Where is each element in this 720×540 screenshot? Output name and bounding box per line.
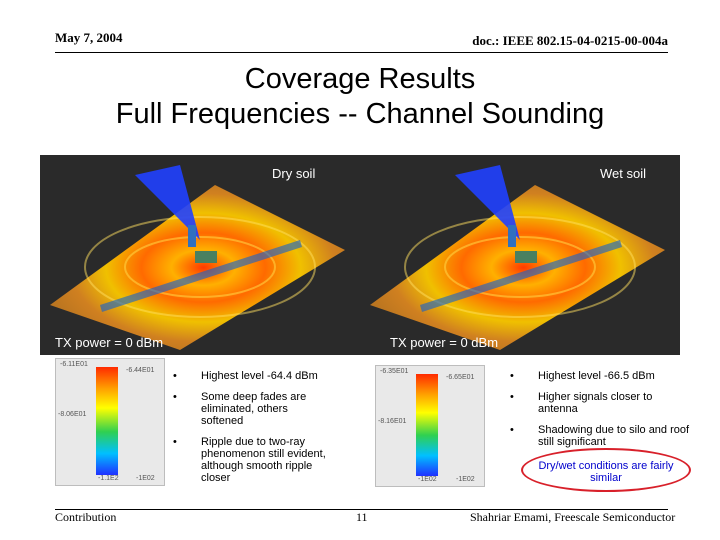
color-legend-right: -6.35E01 -6.65E01 -8.16E01 -1E02 -1E02	[375, 365, 485, 487]
legend-scale-bar	[416, 374, 438, 476]
coverage-panel: Dry soil Wet soil TX power = 0 dBm TX po…	[40, 155, 680, 355]
legend-tick: -6.35E01	[380, 368, 409, 375]
legend-tick: -6.44E01	[126, 367, 155, 374]
tx-power-left: TX power = 0 dBm	[55, 335, 164, 350]
wet-soil-coverage-map	[360, 155, 680, 355]
header-divider	[55, 52, 668, 53]
bullets-left: Highest level -64.4 dBm Some deep fades …	[173, 370, 333, 493]
bullet-item: Shadowing due to silo and roof still sig…	[510, 424, 690, 448]
legend-tick: -8.06E01	[58, 411, 87, 418]
legend-tick: -8.16E01	[378, 418, 407, 425]
conclusion-callout: Dry/wet conditions are fairly similar	[521, 448, 691, 492]
bullet-item: Ripple due to two-ray phenomenon still e…	[173, 436, 333, 484]
bullet-item: Higher signals closer to antenna	[510, 391, 690, 415]
legend-tick: -1.1E2	[98, 475, 119, 482]
legend-tick: -1E02	[456, 476, 475, 483]
color-legend-left: -6.11E01 -6.44E01 -8.06E01 -1.1E2 -1E02	[55, 358, 165, 486]
title-line-2: Full Frequencies -- Channel Sounding	[115, 98, 605, 130]
legend-tick: -6.65E01	[446, 374, 475, 381]
footer-divider	[55, 509, 668, 510]
tx-power-right: TX power = 0 dBm	[390, 335, 499, 350]
header-date: May 7, 2004	[55, 30, 123, 45]
dry-soil-label: Dry soil	[272, 166, 316, 181]
legend-scale-bar	[96, 367, 118, 475]
legend-tick: -1E02	[418, 476, 437, 483]
bullet-item: Some deep fades are eliminated, others s…	[173, 391, 333, 427]
page-number: 11	[356, 510, 368, 524]
bullet-item: Highest level -64.4 dBm	[173, 370, 333, 382]
header-doc-id: doc.: IEEE 802.15-04-0215-00-004a	[472, 33, 668, 48]
callout-text: Dry/wet conditions are fairly similar	[538, 460, 674, 484]
footer-author: Shahriar Emami, Freescale Semiconductor	[470, 510, 676, 524]
title-line-1: Coverage Results	[244, 63, 476, 95]
legend-tick: -1E02	[136, 475, 155, 482]
footer-contribution: Contribution	[55, 510, 117, 524]
wet-soil-label: Wet soil	[600, 166, 646, 181]
slide-title: Coverage Results Full Frequencies -- Cha…	[0, 62, 720, 132]
dry-soil-coverage-map	[40, 155, 360, 355]
bullet-item: Highest level -66.5 dBm	[510, 370, 690, 382]
bullets-right: Highest level -66.5 dBm Higher signals c…	[510, 370, 690, 457]
legend-tick: -6.11E01	[60, 361, 88, 368]
